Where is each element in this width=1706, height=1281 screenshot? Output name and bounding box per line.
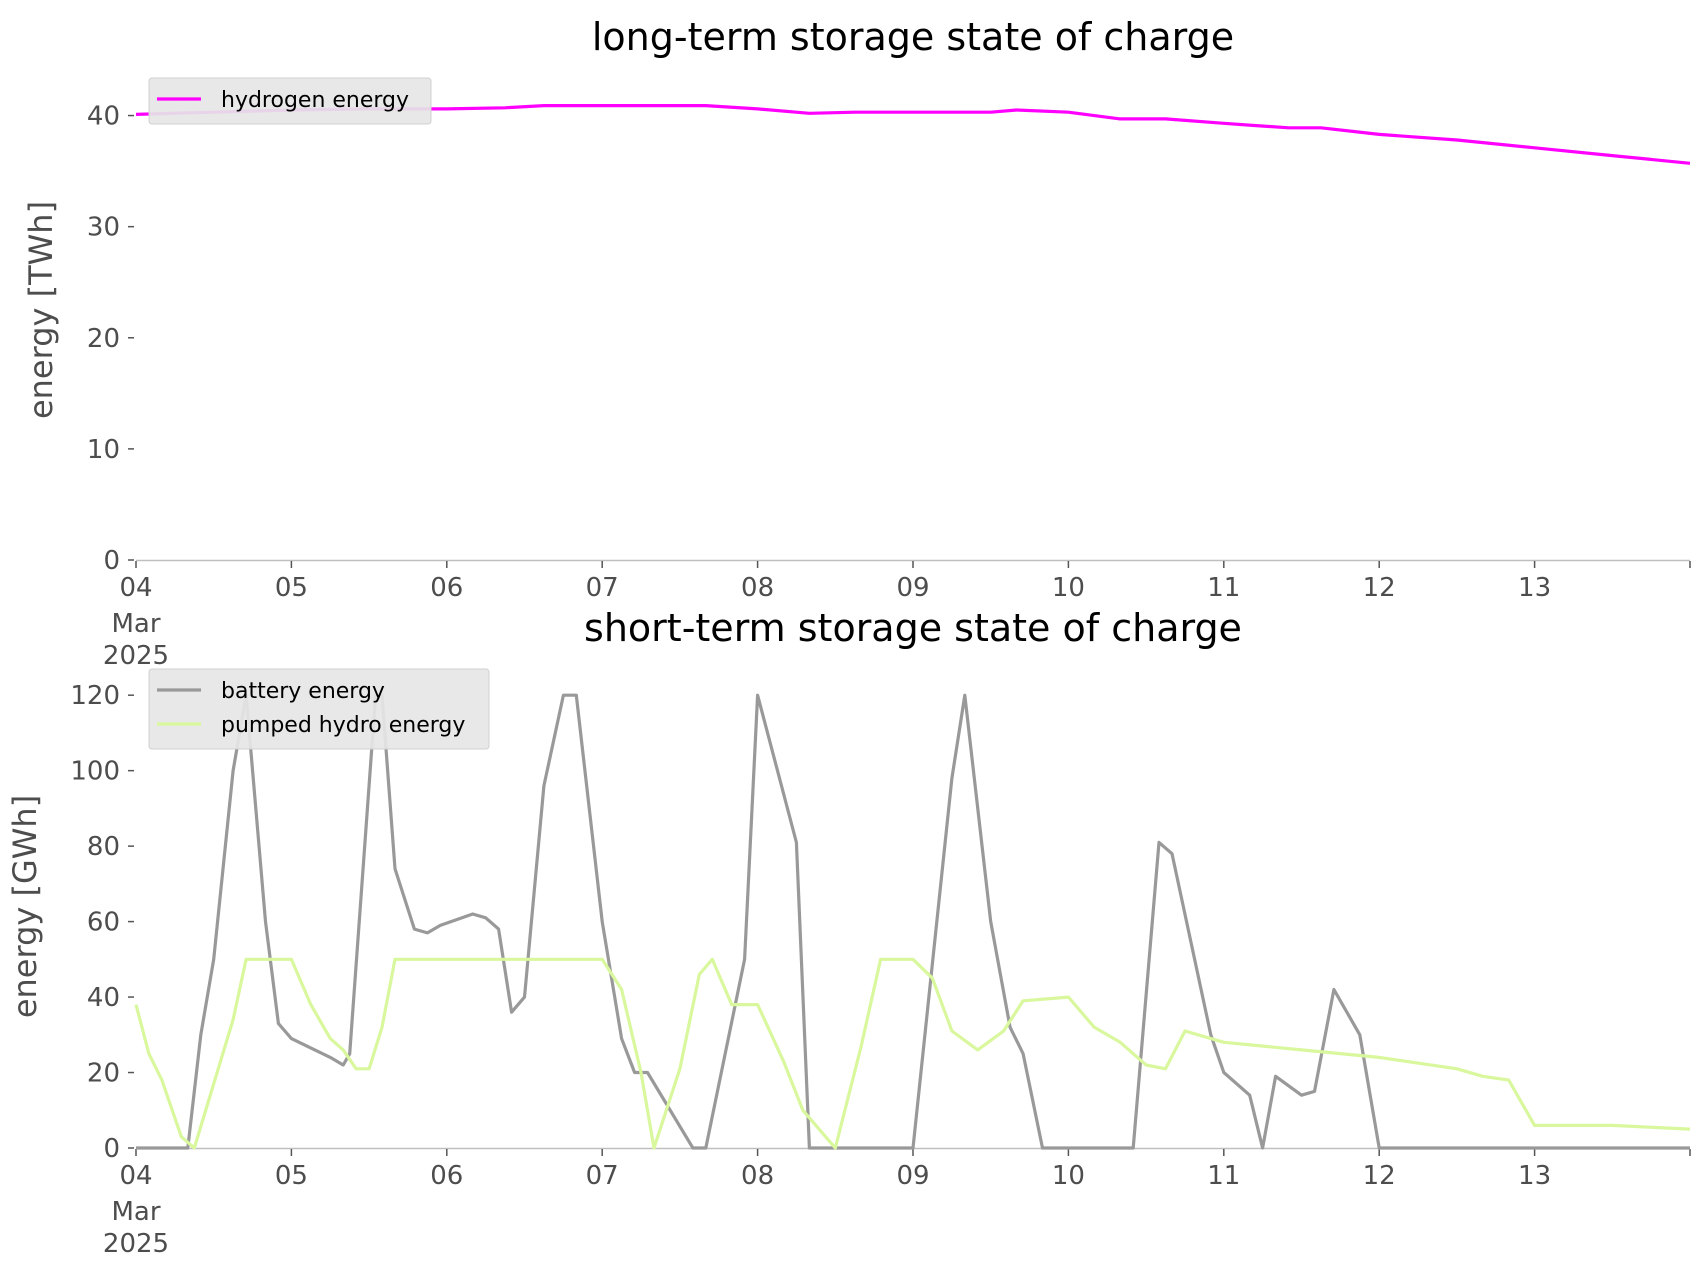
panel-2-legend-box <box>148 668 490 750</box>
x-tick-sublabel: 2025 <box>103 1229 169 1259</box>
y-tick-label: 30 <box>87 213 120 243</box>
y-tick-label: 100 <box>70 757 120 787</box>
x-tick-label: 11 <box>1207 1161 1240 1191</box>
x-tick-sublabel: Mar <box>111 1197 160 1227</box>
x-tick-label: 05 <box>275 1161 308 1191</box>
series-line-hydrogen-energy <box>135 103 1691 165</box>
x-tick-label: 09 <box>896 1161 929 1191</box>
y-tick-label: 20 <box>87 1059 120 1089</box>
y-tick-label: 0 <box>103 546 120 576</box>
x-tick-label: 07 <box>586 1161 619 1191</box>
y-tick-label: 20 <box>87 324 120 354</box>
legend-label: hydrogen energy <box>221 88 409 113</box>
x-tick-label: 12 <box>1363 573 1396 603</box>
y-tick-label: 40 <box>87 983 120 1013</box>
panel-1-legend-box <box>148 77 432 125</box>
x-tick-label: 04 <box>119 573 152 603</box>
x-tick-label: 11 <box>1207 573 1240 603</box>
y-tick-label: 120 <box>70 681 120 711</box>
x-tick-label: 04 <box>119 1161 152 1191</box>
x-tick-label: 13 <box>1518 573 1551 603</box>
panel-2-y-axis-label: energy [GWh] <box>6 795 44 1018</box>
y-tick-label: 60 <box>87 908 120 938</box>
x-tick-label: 08 <box>741 1161 774 1191</box>
panel-1-y-axis-label: energy [TWh] <box>22 201 60 419</box>
y-tick-label: 80 <box>87 832 120 862</box>
x-tick-sublabel: 2025 <box>103 641 169 671</box>
x-tick-label: 08 <box>741 573 774 603</box>
x-tick-label: 07 <box>586 573 619 603</box>
panel-1-title: long-term storage state of charge <box>592 15 1234 59</box>
series-line-pumped-hydro-energy <box>134 957 1691 1150</box>
x-tick-label: 06 <box>430 573 463 603</box>
x-tick-sublabel: Mar <box>111 609 160 639</box>
y-tick-label: 10 <box>87 435 120 465</box>
legend-label: battery energy <box>221 679 385 704</box>
x-tick-label: 09 <box>896 573 929 603</box>
series-line-battery-energy <box>136 693 1690 1150</box>
x-tick-label: 05 <box>275 573 308 603</box>
panel-2-title: short-term storage state of charge <box>584 606 1242 650</box>
x-tick-label: 13 <box>1518 1161 1551 1191</box>
legend-label: pumped hydro energy <box>221 713 465 738</box>
x-tick-label: 06 <box>430 1161 463 1191</box>
y-tick-label: 0 <box>103 1134 120 1164</box>
x-tick-label: 10 <box>1052 1161 1085 1191</box>
y-tick-label: 40 <box>87 102 120 132</box>
x-tick-label: 10 <box>1052 573 1085 603</box>
x-tick-label: 12 <box>1363 1161 1396 1191</box>
